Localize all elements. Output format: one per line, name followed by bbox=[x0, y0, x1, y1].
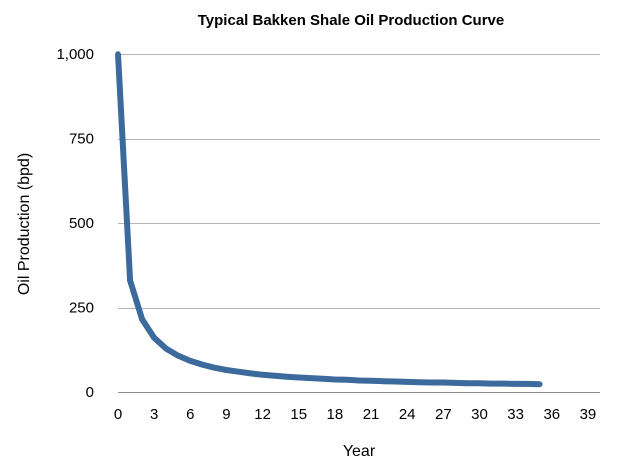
y-axis-ticks: 0 250 500 750 1,000 bbox=[56, 46, 94, 401]
x-tick-label: 33 bbox=[507, 406, 524, 423]
x-tick-label: 21 bbox=[363, 406, 380, 423]
data-point bbox=[283, 373, 290, 380]
data-point bbox=[175, 353, 182, 359]
x-tick-label: 15 bbox=[290, 406, 307, 423]
data-point bbox=[223, 367, 230, 373]
data-point bbox=[127, 277, 133, 284]
data-point bbox=[199, 361, 206, 368]
x-tick-label: 12 bbox=[254, 406, 271, 423]
data-point bbox=[524, 381, 531, 387]
data-point bbox=[295, 374, 302, 381]
data-point bbox=[416, 379, 423, 385]
y-tick-label: 1,000 bbox=[56, 46, 94, 63]
x-tick-label: 24 bbox=[399, 406, 416, 423]
x-axis-ticks: 0 3 6 9 12 15 18 21 24 27 30 33 36 39 bbox=[114, 406, 596, 423]
data-point bbox=[247, 370, 254, 377]
x-tick-label: 9 bbox=[222, 406, 230, 423]
x-tick-label: 6 bbox=[186, 406, 194, 423]
data-point bbox=[115, 51, 121, 57]
data-point bbox=[368, 378, 374, 384]
series-line bbox=[115, 53, 540, 388]
data-point bbox=[308, 375, 314, 381]
data-point bbox=[440, 379, 447, 386]
data-point bbox=[380, 378, 386, 384]
data-point bbox=[464, 380, 471, 387]
x-tick-label: 39 bbox=[580, 406, 597, 423]
data-point bbox=[259, 371, 266, 378]
y-axis-label: Oil Production (bpd) bbox=[16, 153, 33, 295]
y-tick-label: 250 bbox=[69, 300, 94, 317]
x-tick-label: 27 bbox=[435, 406, 452, 423]
gridlines bbox=[118, 54, 600, 393]
data-point bbox=[235, 368, 242, 375]
x-tick-label: 0 bbox=[114, 406, 122, 423]
data-point bbox=[488, 380, 495, 387]
data-point bbox=[344, 377, 350, 383]
data-point bbox=[271, 372, 278, 379]
data-point bbox=[500, 380, 507, 387]
x-tick-label: 3 bbox=[150, 406, 158, 423]
data-point bbox=[151, 335, 157, 341]
x-tick-label: 36 bbox=[543, 406, 560, 423]
data-point bbox=[211, 364, 218, 371]
data-point bbox=[332, 376, 338, 383]
data-point bbox=[404, 379, 411, 385]
y-tick-label: 500 bbox=[69, 215, 94, 232]
data-point bbox=[428, 379, 435, 386]
data-point bbox=[452, 380, 459, 386]
data-point bbox=[139, 316, 145, 323]
y-tick-label: 0 bbox=[86, 384, 94, 401]
x-tick-label: 30 bbox=[471, 406, 488, 423]
data-point bbox=[187, 358, 194, 364]
chart-title: Typical Bakken Shale Oil Production Curv… bbox=[198, 12, 504, 29]
data-point bbox=[536, 381, 543, 388]
x-tick-label: 18 bbox=[327, 406, 344, 423]
data-point bbox=[320, 376, 326, 382]
series-layer bbox=[115, 51, 543, 388]
data-point bbox=[392, 378, 398, 385]
data-point bbox=[476, 380, 483, 387]
y-tick-label: 750 bbox=[69, 131, 94, 148]
data-point bbox=[163, 345, 169, 352]
data-point bbox=[512, 381, 519, 387]
x-axis-label: Year bbox=[343, 443, 376, 460]
data-point bbox=[356, 377, 362, 384]
